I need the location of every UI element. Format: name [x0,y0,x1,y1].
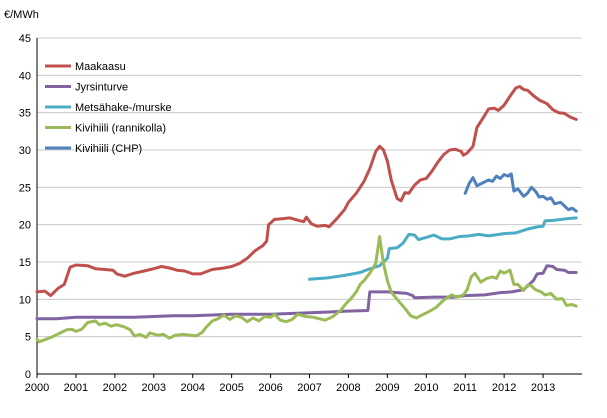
x-tick-label: 2009 [375,382,399,394]
x-tick-label: 2001 [64,382,88,394]
legend-label-maakaasu: Maakaasu [75,61,126,73]
y-tick-label: 35 [19,108,31,120]
series-line-kivihiili-rannikolla [35,235,578,344]
x-tick-label: 2002 [103,382,127,394]
x-tick-label: 2006 [258,382,282,394]
x-tick-label: 2010 [414,382,438,394]
y-tick-label: 15 [19,257,31,269]
y-axis-unit-label: €/MWh [4,9,39,21]
y-tick-label: 40 [19,70,31,82]
y-tick-label: 45 [19,33,31,45]
series-line-maakaasu [35,85,578,298]
y-tick-label: 10 [19,294,31,306]
x-tick-labels: 2000 2001 2002 2003 2004 2005 2006 2007 2008 2009… [25,382,556,394]
y-tick-label: 5 [25,332,31,344]
legend: Maakaasu Jyrsinturve Metsähake-/murske Kivi… [45,61,172,155]
x-tick-label: 2012 [492,382,516,394]
y-tick-label: 0 [25,369,31,381]
x-tick-label: 2005 [219,382,243,394]
x-tick-label: 2007 [297,382,321,394]
y-tick-label: 25 [19,182,31,194]
x-tick-label: 2004 [180,382,204,394]
y-tick-labels: 0 5 10 15 20 25 30 35 40 45 [19,33,31,381]
legend-label-jyrsinturve: Jyrsinturve [75,82,128,94]
series-line-kivihiili-chp [463,172,578,213]
y-tick-label: 20 [19,220,31,232]
x-tick-label: 2008 [336,382,360,394]
x-tick-label: 2003 [142,382,166,394]
series-lines [35,85,578,344]
gridlines [37,37,582,338]
legend-label-mets-hake-murske: Metsähake-/murske [75,102,172,114]
series-line-mets-hake-murske [308,216,578,281]
x-tick-label: 2000 [25,382,49,394]
series-line-jyrsinturve [35,264,578,321]
x-tick-label: 2013 [531,382,555,394]
legend-label-kivihiili-rannikolla: Kivihiili (rannikolla) [75,123,166,135]
x-tick-label: 2011 [453,382,477,394]
legend-label-kivihiili-chp: Kivihiili (CHP) [75,143,142,155]
y-tick-label: 30 [19,145,31,157]
